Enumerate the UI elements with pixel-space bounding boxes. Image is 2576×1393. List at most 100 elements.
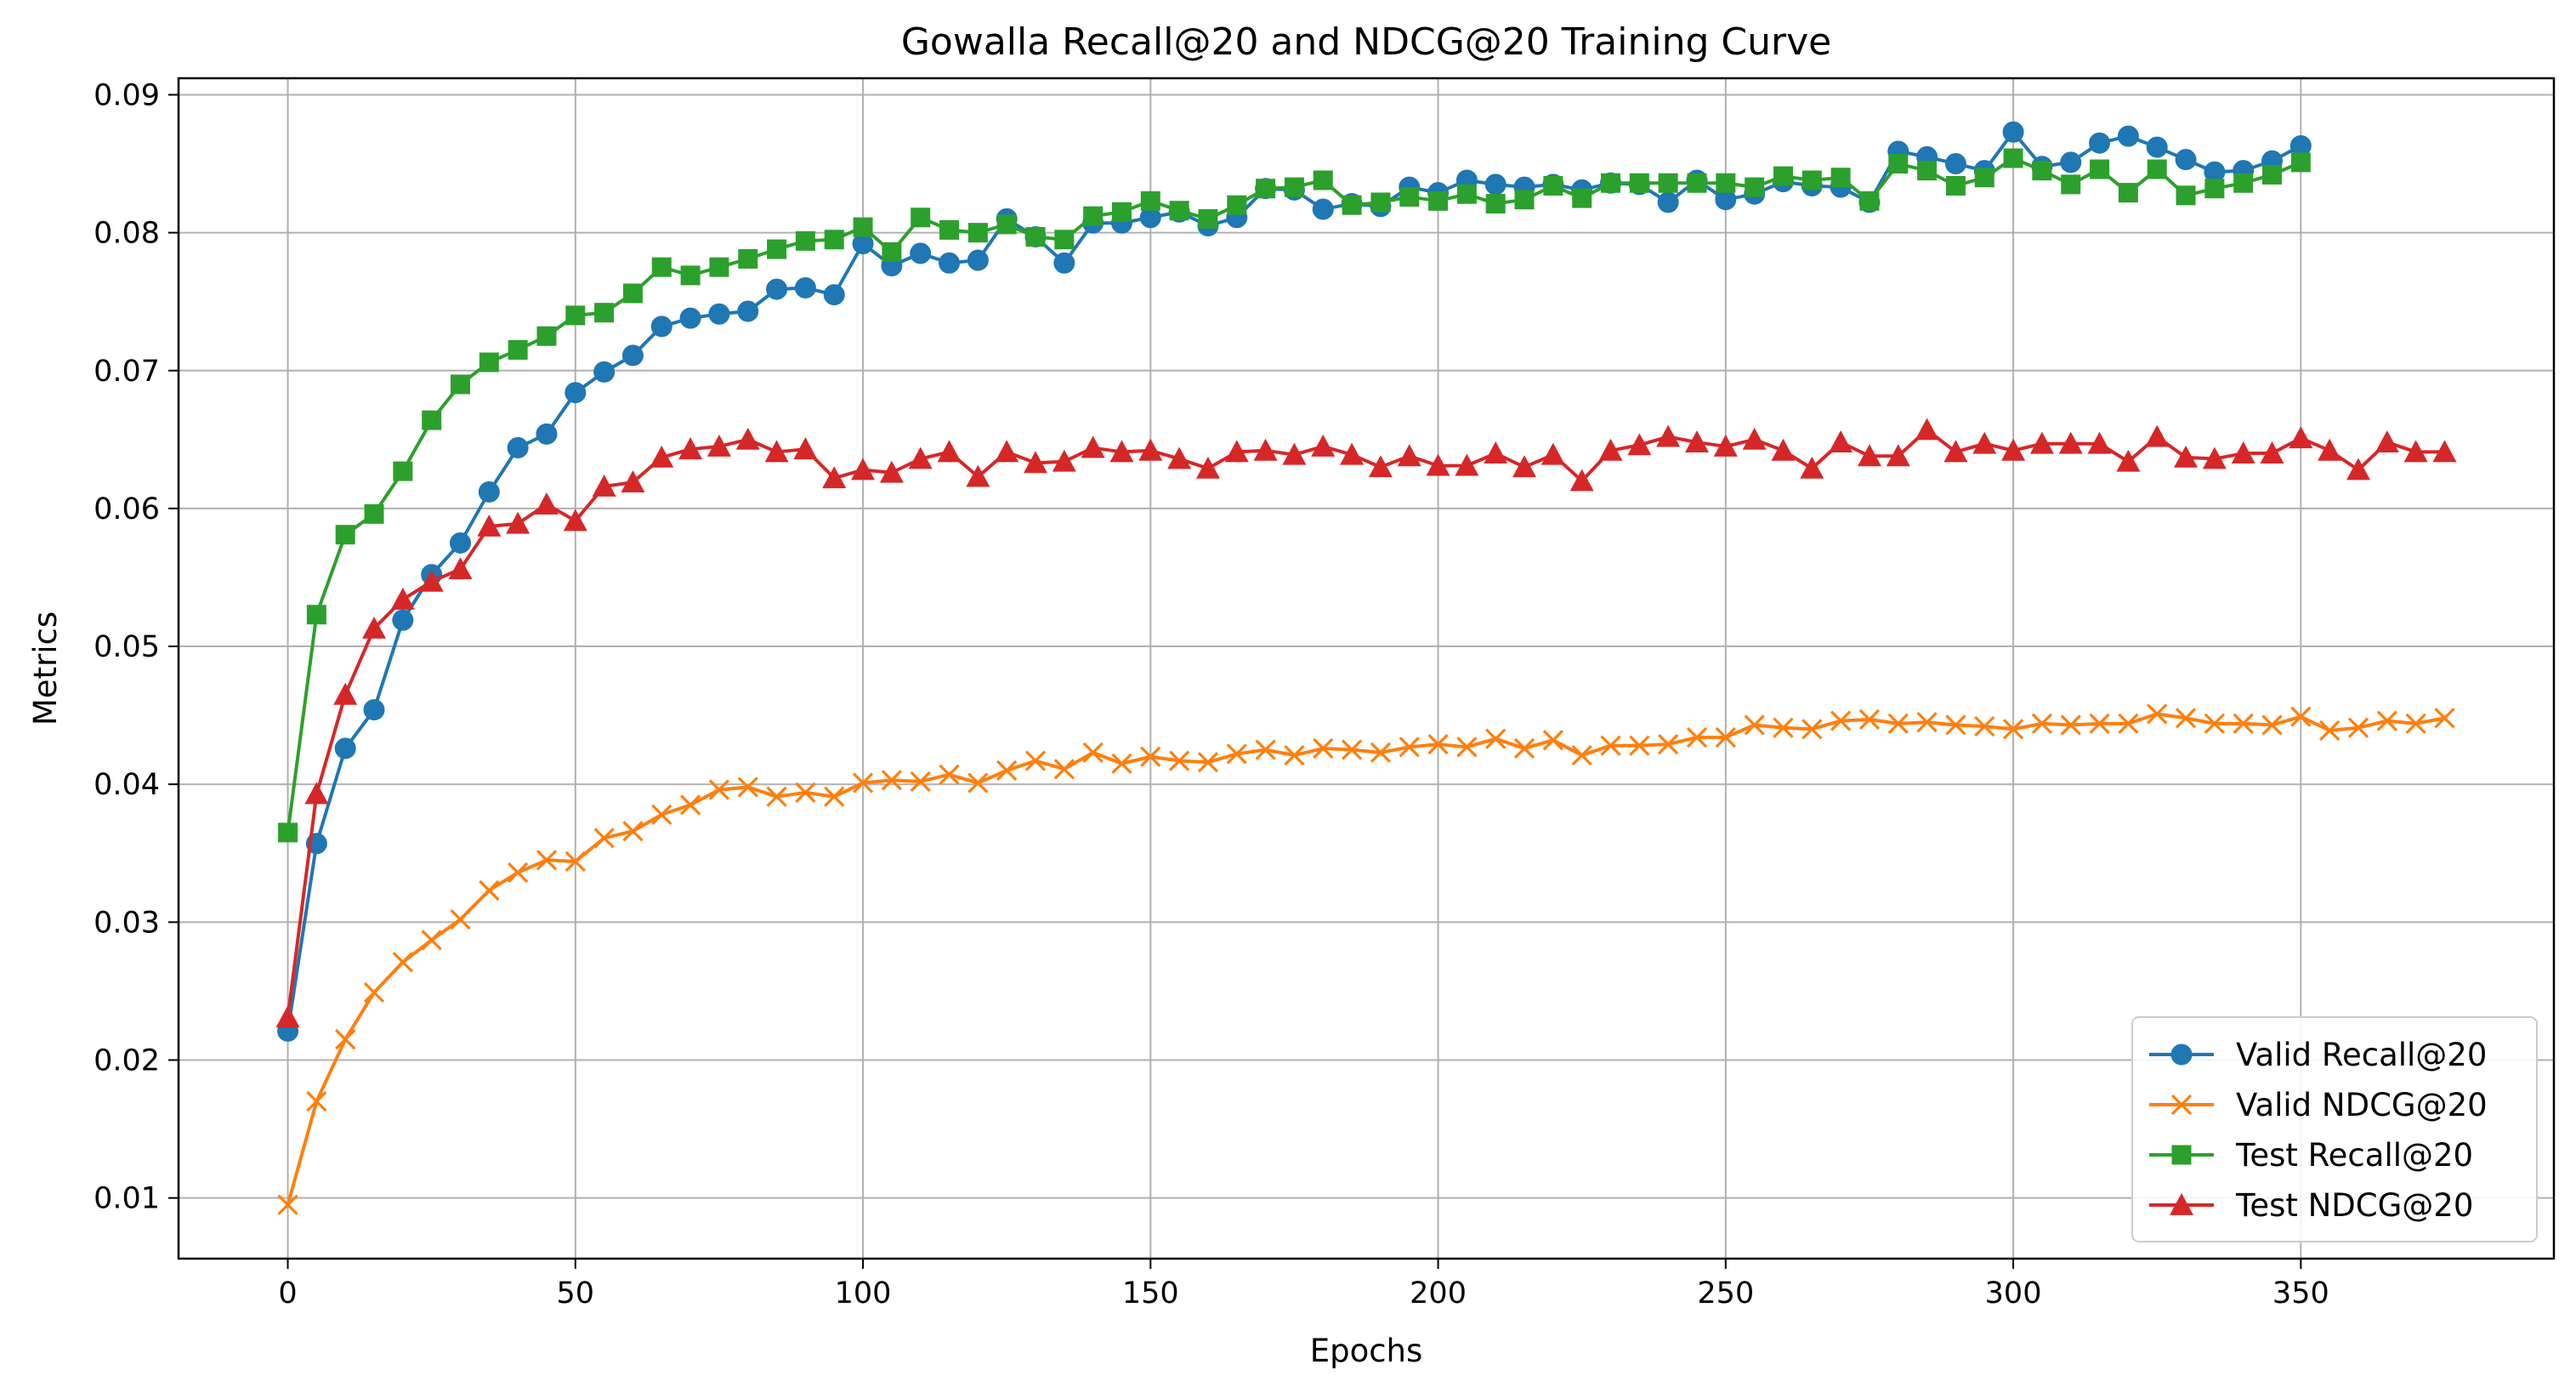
legend-entry: Test NDCG@20: [2149, 1187, 2473, 1224]
axis-ticks: 0 50 100 150 200 250 300 350 0.01 0.02 0.03 0.04 0.0…: [94, 78, 2329, 1311]
x-tick-label: 200: [1410, 1276, 1467, 1311]
plot-frame: [177, 77, 2556, 1260]
data-point: [708, 303, 730, 325]
data-point: [1858, 708, 1881, 731]
data-point: [678, 437, 703, 460]
series-1: [277, 703, 2455, 1215]
data-point: [621, 344, 644, 367]
x-tick-label: 350: [2272, 1276, 2329, 1311]
data-point: [2002, 719, 2024, 740]
data-point: [1915, 418, 1939, 441]
data-point: [2116, 449, 2141, 472]
data-point: [1744, 714, 1765, 736]
data-point: [1456, 184, 1477, 204]
data-point: [478, 480, 500, 503]
data-point: [1169, 201, 1189, 221]
data-point: [2147, 703, 2168, 725]
data-point: [1658, 173, 1678, 193]
data-point: [852, 772, 874, 793]
data-point: [1226, 743, 1247, 765]
data-point: [536, 326, 557, 346]
data-point: [1428, 190, 1449, 211]
data-point: [679, 794, 701, 816]
data-point: [1540, 442, 1565, 465]
data-point: [1083, 206, 1104, 226]
data-point: [1227, 195, 1247, 215]
data-point: [1052, 449, 1076, 472]
legend-entry: Valid NDCG@20: [2149, 1087, 2488, 1123]
y-tick-label: 0.06: [94, 492, 160, 526]
data-point: [1801, 170, 1822, 190]
data-point: [1284, 177, 1304, 197]
data-point: [508, 339, 528, 360]
data-point: [853, 217, 873, 237]
data-point: [1974, 168, 1994, 188]
data-point: [2347, 717, 2369, 738]
data-point: [1025, 226, 1046, 247]
data-point: [651, 257, 672, 277]
data-point: [967, 772, 989, 793]
y-tick-label: 0.07: [94, 355, 160, 389]
data-point: [622, 821, 644, 842]
data-point: [766, 786, 787, 807]
data-point: [2175, 708, 2197, 729]
data-point: [651, 804, 672, 826]
data-point: [1598, 438, 1623, 461]
data-point: [1195, 456, 1220, 479]
data-point: [680, 265, 701, 286]
data-point: [1455, 453, 1479, 476]
data-point: [881, 770, 903, 791]
data-point: [450, 374, 470, 395]
data-point: [2261, 714, 2283, 736]
data-point: [1109, 440, 1134, 463]
data-point: [534, 492, 559, 515]
data-point: [910, 770, 931, 793]
data-point: [2058, 431, 2083, 454]
data-point: [1512, 455, 1537, 478]
y-axis-label: Metrics: [27, 611, 64, 725]
legend-label: Test Recall@20: [2235, 1137, 2473, 1174]
data-point: [1771, 438, 1796, 461]
data-point: [1944, 153, 1966, 175]
data-point: [2204, 179, 2225, 199]
data-point: [506, 511, 531, 534]
data-point: [939, 219, 960, 240]
data-point: [879, 460, 904, 483]
data-point: [2233, 173, 2254, 193]
data-point: [422, 410, 442, 430]
data-point: [967, 249, 989, 271]
data-point: [1253, 438, 1278, 461]
data-point: [2089, 132, 2111, 154]
data-point: [1569, 469, 1594, 492]
legend-box: [2131, 1016, 2538, 1242]
data-point: [1657, 191, 1679, 213]
data-point: [1716, 173, 1736, 193]
data-point: [1024, 750, 1047, 771]
data-point: [1945, 175, 1966, 196]
data-point: [2147, 159, 2167, 179]
data-point: [421, 930, 442, 951]
data-point: [1514, 190, 1535, 210]
x-tick-label: 150: [1122, 1276, 1179, 1311]
data-point: [1284, 745, 1305, 766]
data-point: [822, 466, 847, 489]
data-point: [2375, 430, 2399, 452]
data-point: [1255, 739, 1276, 760]
data-point: [967, 223, 988, 243]
data-point: [911, 208, 931, 228]
data-point: [709, 257, 729, 277]
data-point: [1886, 444, 1910, 467]
plot-series: [275, 121, 2457, 1215]
data-point: [364, 503, 384, 524]
data-point: [1916, 712, 1938, 733]
data-point: [1427, 734, 1449, 755]
data-point: [536, 423, 558, 445]
data-point: [1742, 427, 1767, 450]
data-point: [2060, 151, 2082, 173]
x-tick-label: 0: [278, 1276, 297, 1311]
data-point: [277, 1194, 298, 1215]
data-point: [1313, 737, 1334, 759]
data-point: [1198, 208, 1218, 229]
data-point: [1224, 440, 1249, 463]
